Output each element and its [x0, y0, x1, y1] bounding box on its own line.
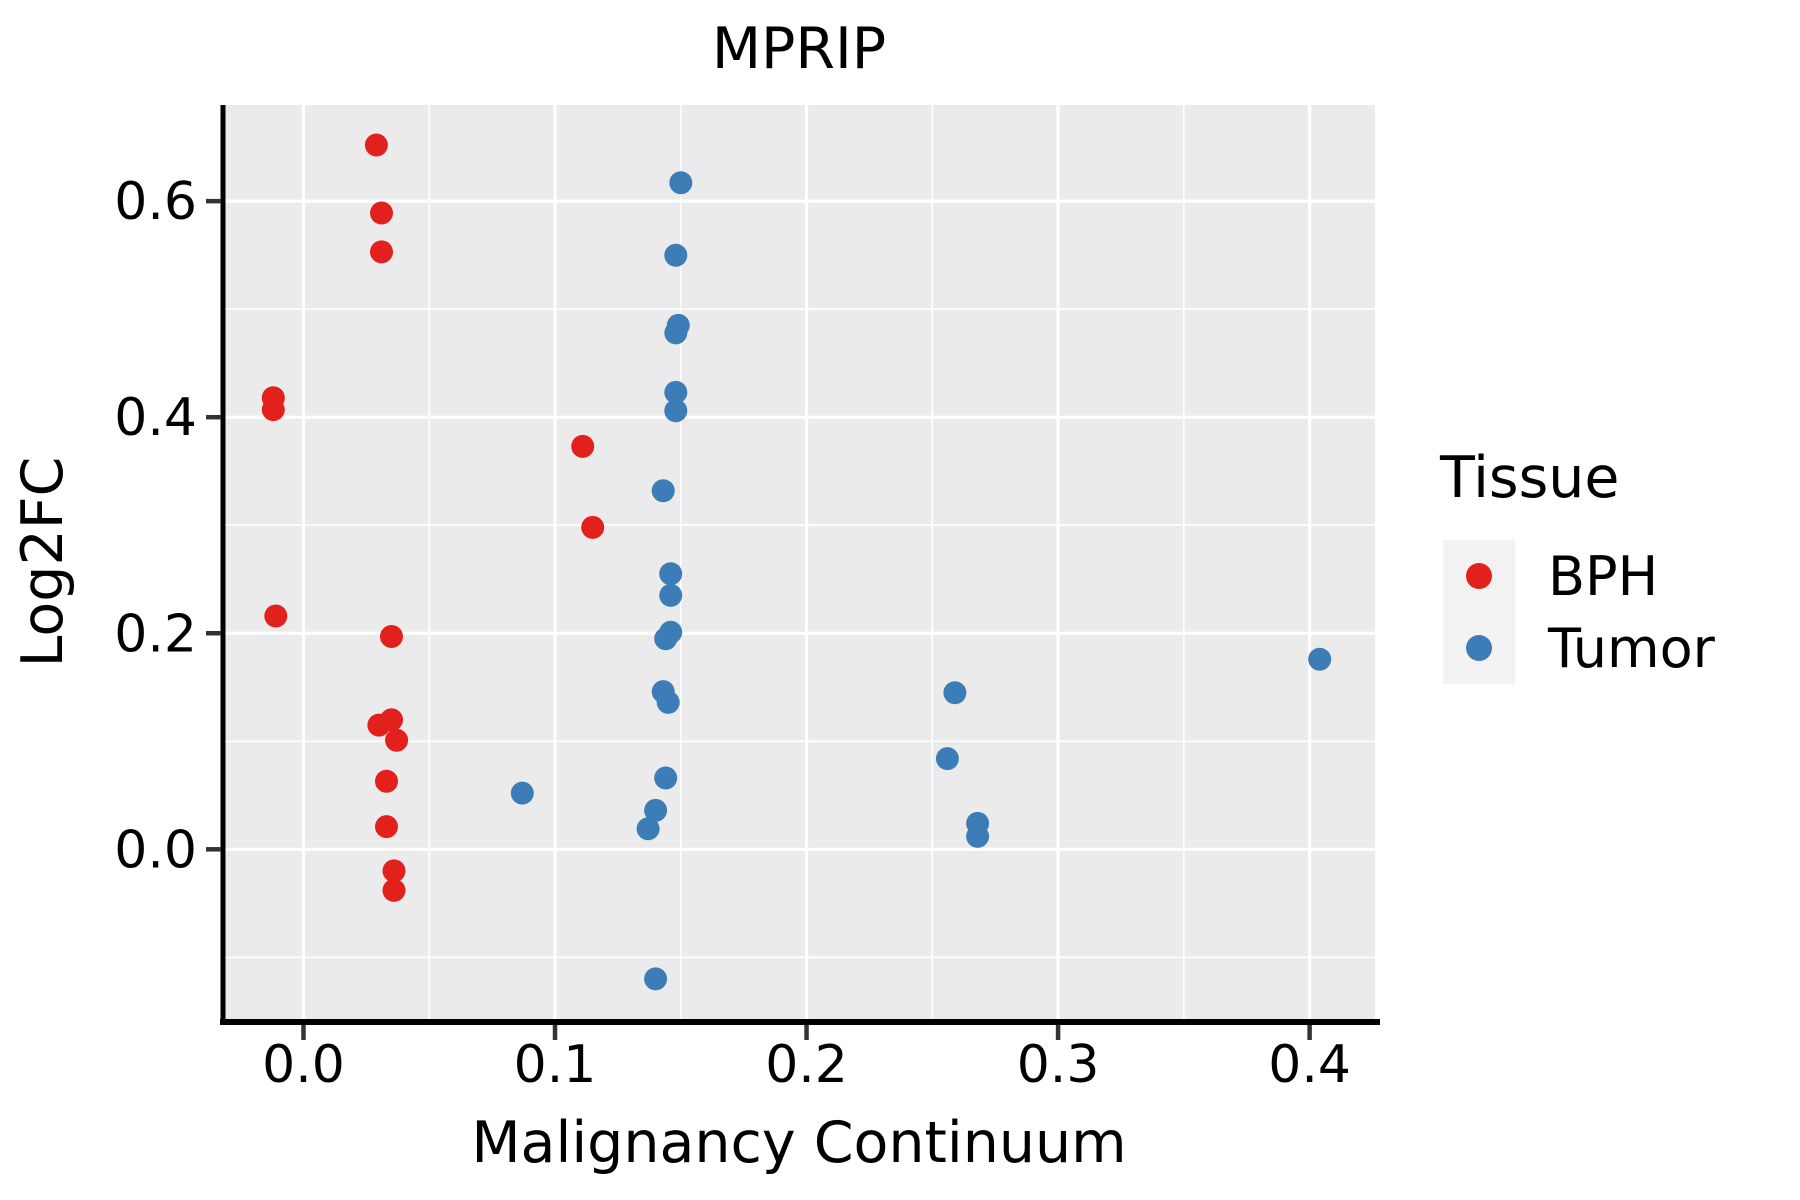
point-bph: [264, 604, 288, 628]
y-tick-label: 0.6: [114, 172, 197, 232]
axis-lines: [220, 105, 1380, 1025]
series-bph: [261, 133, 605, 902]
panel-background: [223, 105, 1375, 1020]
axis-ticks: [206, 198, 1312, 1040]
legend-label-tumor: Tumor: [1547, 617, 1716, 680]
point-tumor: [659, 620, 683, 644]
point-tumor: [669, 171, 693, 195]
x-tick-label: 0.1: [514, 1035, 597, 1095]
point-tumor: [654, 766, 678, 790]
point-tumor: [664, 321, 688, 345]
point-bph: [382, 878, 406, 902]
point-bph: [382, 859, 406, 883]
point-tumor: [636, 817, 660, 841]
legend-dot-tumor-icon: [1466, 635, 1492, 661]
y-tick-label: 0.0: [114, 820, 197, 880]
y-tick-label: 0.2: [114, 604, 197, 664]
point-tumor: [659, 583, 683, 607]
point-bph: [370, 201, 393, 225]
point-tumor: [656, 690, 680, 714]
point-bph: [581, 515, 605, 539]
point-tumor: [664, 243, 688, 267]
legend: Tissue BPH Tumor: [1439, 445, 1716, 684]
x-tick-label: 0.3: [1017, 1035, 1100, 1095]
chart-title: MPRIP: [712, 16, 886, 82]
x-tick-label: 0.4: [1268, 1035, 1351, 1095]
legend-title: Tissue: [1439, 445, 1620, 511]
point-tumor: [651, 479, 675, 503]
x-axis-label: Malignancy Continuum: [471, 1110, 1126, 1176]
data-points: [261, 133, 1332, 991]
point-tumor: [510, 781, 534, 805]
point-bph: [380, 625, 403, 648]
point-tumor: [966, 824, 990, 848]
point-tumor: [943, 681, 967, 705]
point-tumor: [644, 967, 668, 991]
point-bph: [375, 815, 398, 839]
legend-items: BPH Tumor: [1443, 540, 1716, 684]
series-tumor: [510, 171, 1332, 991]
legend-label-bph: BPH: [1548, 545, 1658, 608]
legend-item-tumor: Tumor: [1443, 612, 1716, 684]
y-tick-label: 0.4: [114, 388, 197, 448]
point-tumor: [935, 747, 959, 771]
minor-gridlines: [223, 105, 1375, 1020]
point-bph: [370, 240, 393, 264]
point-tumor: [644, 798, 668, 822]
panel: [223, 105, 1375, 1020]
point-bph: [385, 728, 409, 752]
point-tumor: [664, 380, 688, 404]
legend-item-bph: BPH: [1443, 540, 1658, 612]
point-bph: [261, 398, 285, 422]
legend-dot-bph-icon: [1466, 563, 1492, 589]
point-bph: [367, 713, 391, 737]
x-tick-label: 0.0: [262, 1035, 345, 1095]
y-axis-label: Log2FC: [10, 457, 76, 668]
point-tumor: [1308, 647, 1332, 671]
tick-labels: 0.0 0.1 0.2 0.3 0.4 0.0 0.2 0.4 0.6: [114, 172, 1351, 1095]
point-bph: [364, 133, 388, 157]
point-tumor: [659, 562, 683, 586]
major-gridlines: [223, 105, 1375, 1020]
point-bph: [571, 434, 595, 458]
point-tumor: [664, 399, 688, 423]
point-bph: [375, 769, 398, 793]
x-tick-label: 0.2: [765, 1035, 848, 1095]
